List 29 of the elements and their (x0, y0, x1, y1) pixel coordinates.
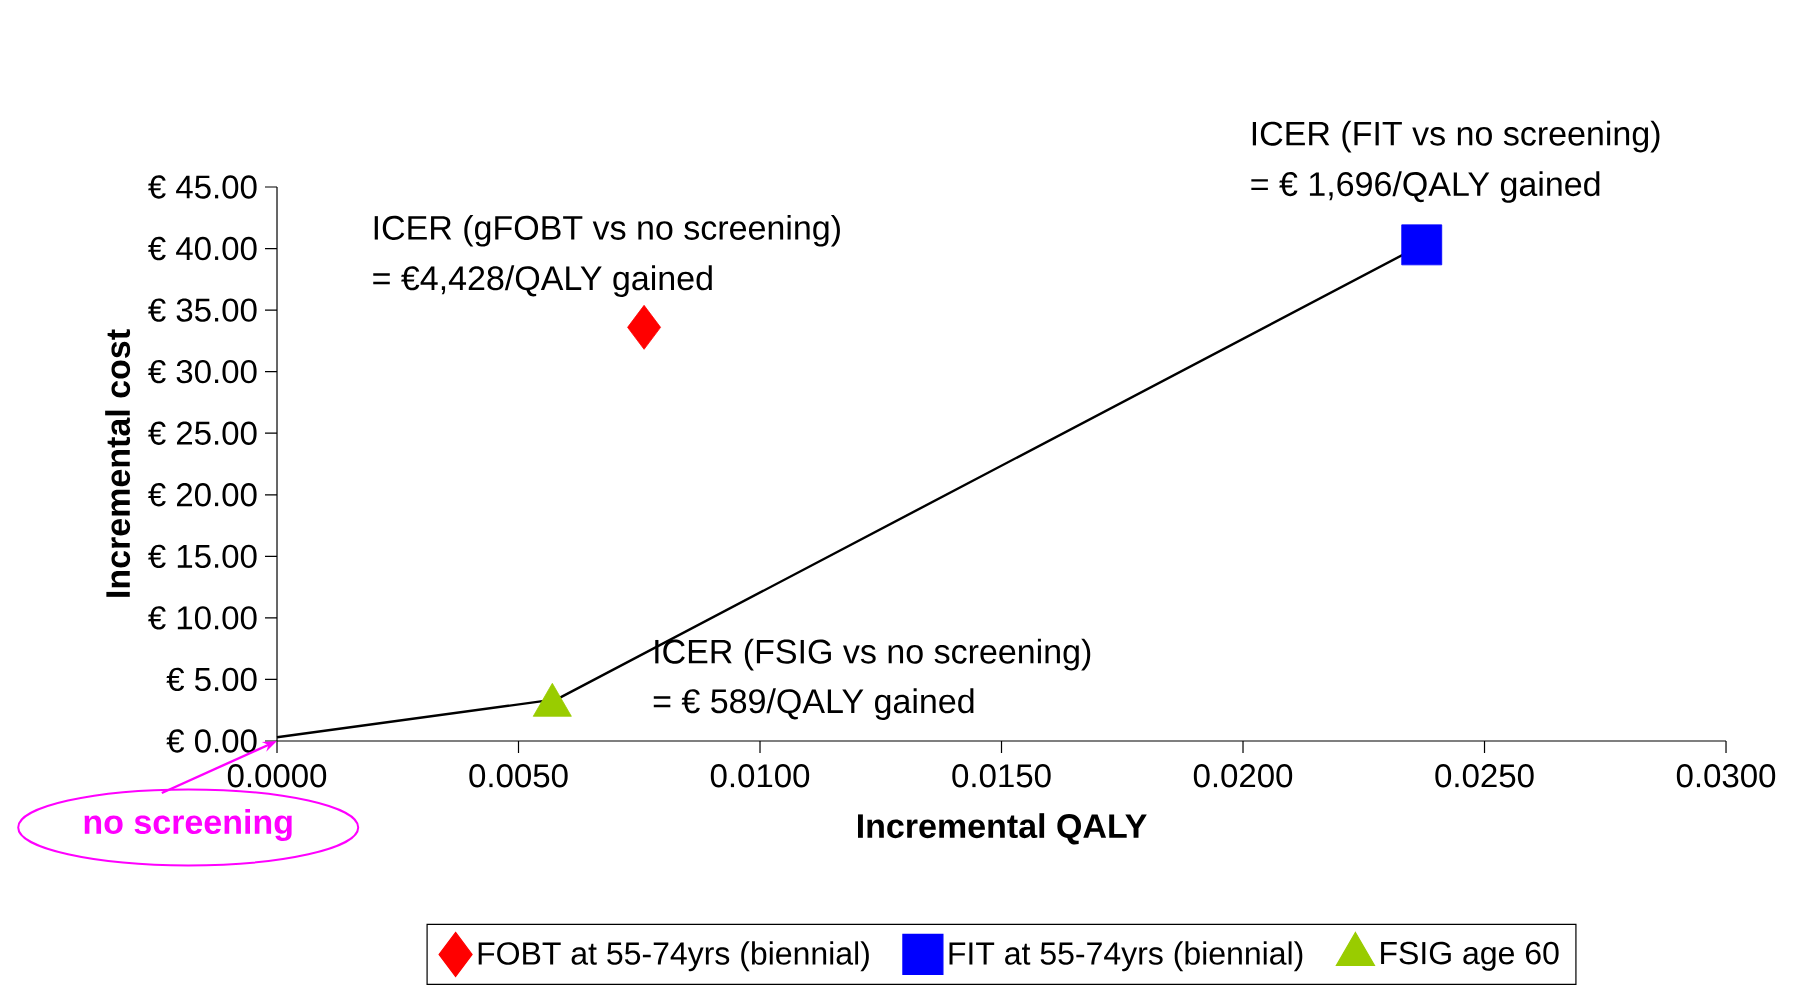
x-tick-label: 0.0250 (1435, 764, 1534, 788)
x-tick-label: 0.0150 (952, 764, 1051, 788)
y-tick-label: € 45.00 (148, 175, 257, 199)
legend-label: FOBT at 55-74yrs (biennial) (478, 941, 869, 972)
y-axis-title: Incremental cost (105, 329, 131, 597)
y-tick-label: € 5.00 (166, 667, 257, 692)
annotation: ICER (FSIG vs no screening) (655, 638, 1091, 671)
annotation: ICER (gFOBT vs no screening) (374, 214, 840, 247)
y-tick-label: € 0.00 (166, 729, 257, 753)
y-tick-label: € 25.00 (148, 421, 257, 445)
x-tick-label: 0.0200 (1193, 764, 1293, 788)
y-tick-label: € 30.00 (148, 359, 257, 384)
y-tick-label: € 40.00 (148, 236, 257, 261)
annotation: = €4,428/QALY gained (373, 265, 712, 298)
annotation: = € 1,696/QALY gained (1251, 171, 1600, 203)
x-tick-label: 0.0100 (710, 764, 810, 788)
annotation: no screening (84, 809, 292, 841)
y-tick-label: € 20.00 (148, 483, 257, 507)
legend-label: FIT at 55-74yrs (biennial) (949, 941, 1303, 972)
y-tick-label: € 10.00 (148, 606, 257, 630)
x-tick-label: 0.0050 (469, 764, 568, 788)
legend-label: FSIG age 60 (1381, 941, 1559, 971)
text: ICER (FIT vs no screening) (1252, 120, 1660, 153)
x-tick-label: 0.0000 (227, 764, 327, 788)
x-axis-title: Incremental QALY (857, 813, 1147, 845)
annotation: = € 589/QALY gained (653, 688, 974, 721)
y-tick-label: € 15.00 (148, 544, 257, 569)
x-tick-label: 0.0300 (1676, 764, 1776, 788)
y-tick-label: € 35.00 (148, 298, 257, 322)
